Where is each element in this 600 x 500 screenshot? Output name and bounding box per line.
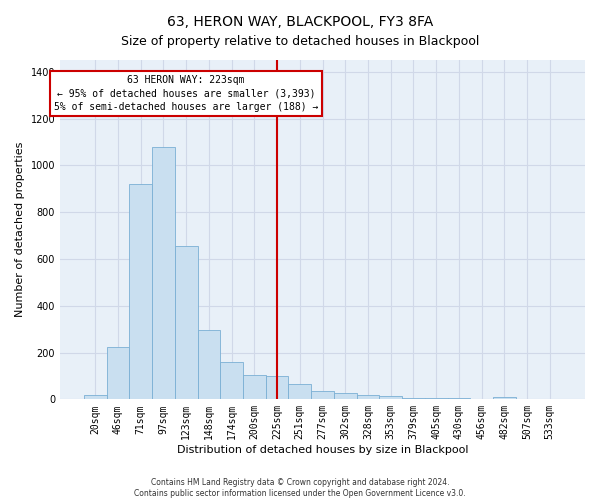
- Text: Size of property relative to detached houses in Blackpool: Size of property relative to detached ho…: [121, 35, 479, 48]
- Bar: [84, 395, 107, 400]
- Bar: [130, 184, 152, 400]
- X-axis label: Distribution of detached houses by size in Blackpool: Distribution of detached houses by size …: [177, 445, 468, 455]
- Y-axis label: Number of detached properties: Number of detached properties: [15, 142, 25, 318]
- Bar: [334, 394, 356, 400]
- Bar: [493, 397, 515, 400]
- Bar: [379, 396, 402, 400]
- Bar: [356, 394, 379, 400]
- Bar: [289, 384, 311, 400]
- Bar: [220, 362, 243, 400]
- Bar: [197, 330, 220, 400]
- Text: Contains HM Land Registry data © Crown copyright and database right 2024.
Contai: Contains HM Land Registry data © Crown c…: [134, 478, 466, 498]
- Bar: [175, 246, 197, 400]
- Bar: [402, 398, 425, 400]
- Bar: [243, 375, 266, 400]
- Bar: [311, 391, 334, 400]
- Bar: [448, 398, 470, 400]
- Text: 63 HERON WAY: 223sqm
← 95% of detached houses are smaller (3,393)
5% of semi-det: 63 HERON WAY: 223sqm ← 95% of detached h…: [54, 75, 319, 112]
- Text: 63, HERON WAY, BLACKPOOL, FY3 8FA: 63, HERON WAY, BLACKPOOL, FY3 8FA: [167, 15, 433, 29]
- Bar: [152, 146, 175, 400]
- Bar: [107, 346, 130, 400]
- Bar: [425, 398, 448, 400]
- Bar: [266, 376, 289, 400]
- Bar: [515, 398, 538, 400]
- Bar: [470, 398, 493, 400]
